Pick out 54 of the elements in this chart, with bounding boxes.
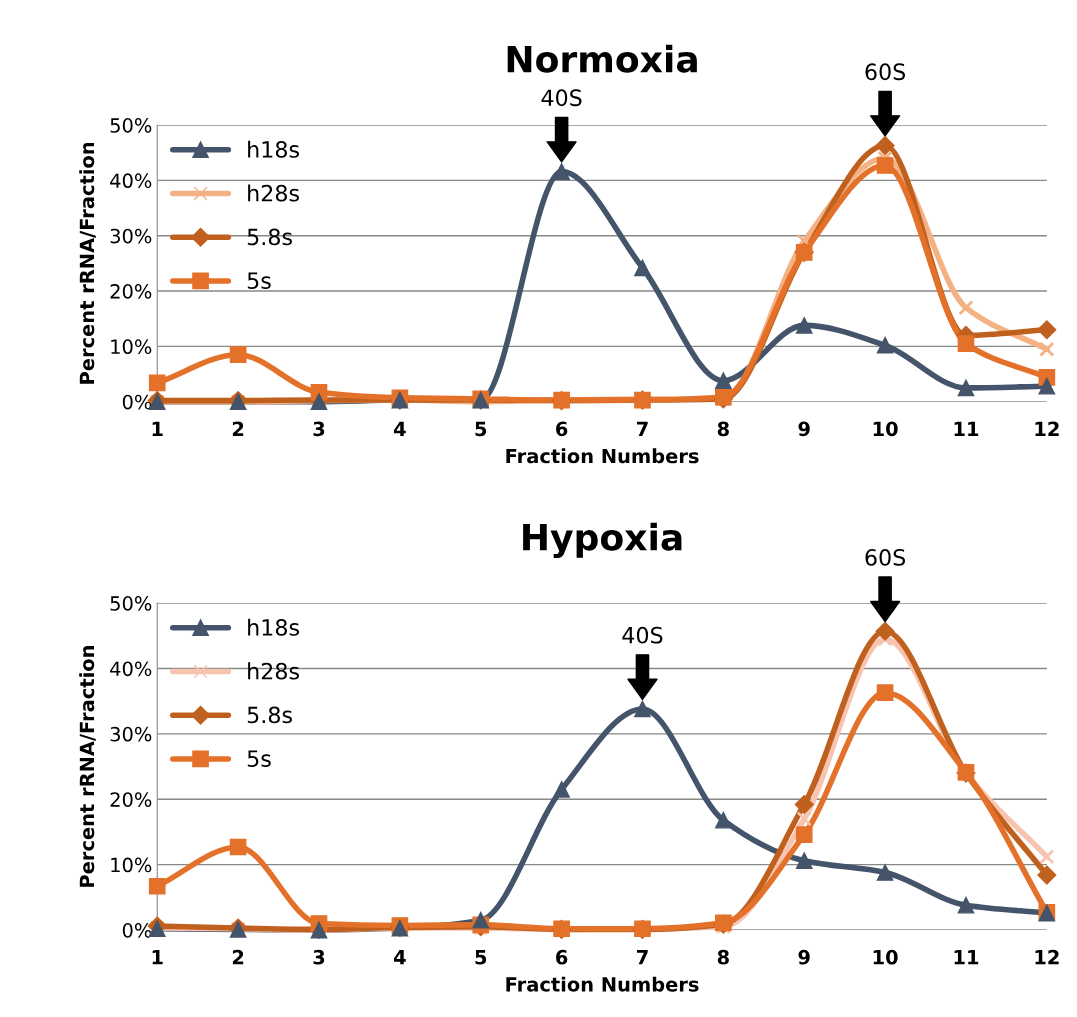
legend-label: 5.8s xyxy=(247,228,292,246)
y-tick-label: 20% xyxy=(110,284,152,299)
x-tick-label: 3 xyxy=(313,949,325,965)
annotation: 60S xyxy=(865,548,906,566)
y-tick-label: 10% xyxy=(111,339,152,355)
y-tick-label: 50% xyxy=(110,596,152,611)
x-tick-label: 11 xyxy=(954,950,979,965)
x-tick-label: 10 xyxy=(873,949,898,965)
y-tick-label: 50% xyxy=(110,118,152,133)
y-tick-label: 30% xyxy=(110,228,152,244)
x-tick-label: 6 xyxy=(556,421,568,437)
x-tick-label: 3 xyxy=(313,421,325,437)
y-tick-label: 30% xyxy=(110,726,152,742)
chart-title: Hypoxia xyxy=(523,522,682,559)
legend-label: h18s xyxy=(248,140,299,158)
x-tick-label: 8 xyxy=(717,949,729,965)
x-tick-label: 9 xyxy=(798,949,810,965)
x-tick-label: 6 xyxy=(556,949,568,965)
legend-label: h18s xyxy=(248,618,299,636)
x-tick-label: 7 xyxy=(637,421,648,436)
y-axis-title: Percent rRNA/Fraction xyxy=(79,646,96,887)
x-tick-label: 12 xyxy=(1035,421,1059,436)
y-tick-label: 40% xyxy=(110,173,152,189)
x-tick-label: 5 xyxy=(475,421,487,437)
legend-label: h28s xyxy=(248,184,299,202)
x-tick-label: 9 xyxy=(798,421,810,437)
x-tick-label: 4 xyxy=(393,421,406,436)
y-tick-label: 20% xyxy=(110,792,152,807)
x-tick-label: 1 xyxy=(152,950,163,965)
x-axis-title: Fraction Numbers xyxy=(506,448,699,464)
x-tick-label: 7 xyxy=(637,950,648,965)
legend-label: 5s xyxy=(247,750,271,768)
x-tick-label: 2 xyxy=(232,949,244,965)
y-tick-label: 0% xyxy=(122,923,152,938)
x-tick-label: 4 xyxy=(393,950,406,965)
chart-title: Normoxia xyxy=(507,44,697,73)
x-tick-label: 11 xyxy=(954,421,979,436)
x-tick-label: 10 xyxy=(873,421,898,437)
x-tick-label: 12 xyxy=(1035,949,1059,965)
y-axis-title: Percent rRNA/Fraction xyxy=(79,142,96,384)
annotation: 40S xyxy=(622,626,663,644)
legend-label: 5.8s xyxy=(247,706,292,724)
x-tick-label: 2 xyxy=(232,421,244,436)
y-tick-label: 10% xyxy=(111,857,152,873)
x-tick-label: 1 xyxy=(152,421,163,436)
x-tick-label: 5 xyxy=(475,950,487,965)
y-tick-label: 0% xyxy=(122,394,152,410)
y-tick-label: 40% xyxy=(110,661,152,677)
x-axis-title: Fraction Numbers xyxy=(506,976,699,992)
legend-label: 5s xyxy=(247,272,271,290)
x-tick-label: 8 xyxy=(717,421,729,437)
annotation: 40S xyxy=(541,89,582,107)
legend-label: h28s xyxy=(248,662,299,680)
annotation: 60S xyxy=(865,63,906,81)
